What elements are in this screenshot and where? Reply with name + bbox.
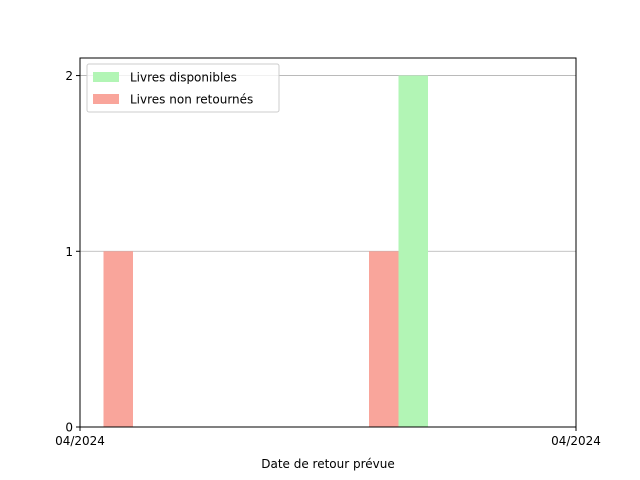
y-tick-label-0: 0: [65, 421, 73, 435]
bar-series-1-1: [369, 251, 399, 427]
legend-swatch-0: [93, 72, 119, 82]
axes: [79, 57, 577, 428]
y-tick-label-1: 1: [65, 245, 73, 259]
legend: Livres disponibles Livres non retournés: [86, 63, 280, 113]
y-tick-label-2: 2: [65, 69, 73, 83]
legend-swatch-1: [93, 94, 119, 104]
bar-series-1-0: [103, 251, 133, 427]
legend-label-0: Livres disponibles: [130, 71, 237, 85]
x-axis-label: Date de retour prévue: [261, 457, 395, 471]
bars: [103, 75, 428, 428]
bar-series-0-0: [398, 75, 428, 428]
legend-label-1: Livres non retournés: [130, 93, 253, 107]
legend-box: [86, 63, 280, 113]
x-tick-label-0: 04/2024: [55, 434, 105, 448]
plot-frame: [79, 57, 577, 428]
x-tick-label-1: 04/2024: [551, 434, 601, 448]
ticks: 0 1 2 04/2024 04/2024: [55, 69, 601, 448]
